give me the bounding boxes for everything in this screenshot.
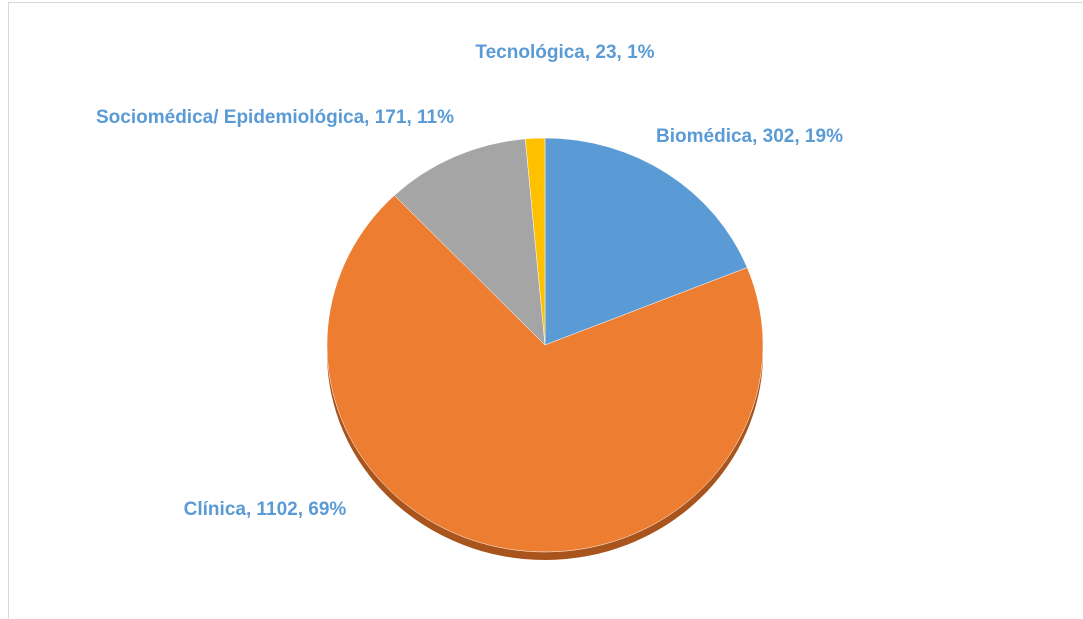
chart-frame	[8, 2, 1083, 619]
pie-slice	[525, 137, 546, 346]
pie-slice	[394, 138, 546, 346]
data-label: Biomédica, 302, 19%	[656, 126, 843, 147]
pie-slice	[544, 137, 748, 346]
data-label: Tecnológica, 23, 1%	[475, 42, 655, 63]
data-label: Clínica, 1102, 69%	[183, 499, 347, 520]
pie-slice	[326, 195, 764, 553]
data-label: Sociomédica/ Epidemiológica, 171, 11%	[96, 107, 454, 128]
